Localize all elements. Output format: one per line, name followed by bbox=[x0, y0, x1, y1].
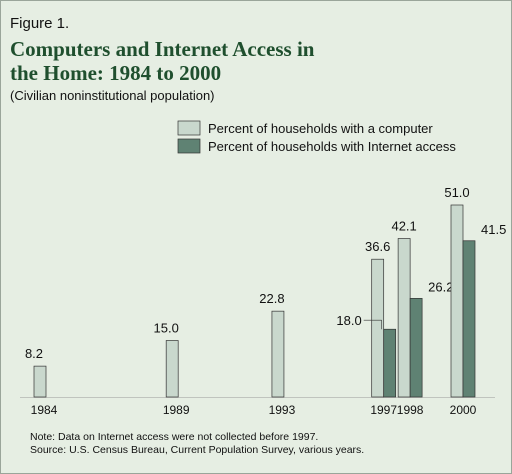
x-tick-label: 1984 bbox=[31, 403, 58, 417]
x-tick-label: 1989 bbox=[163, 403, 190, 417]
legend-swatch bbox=[177, 138, 201, 154]
data-label: 15.0 bbox=[154, 321, 179, 336]
bar bbox=[165, 340, 179, 398]
data-label: 26.2 bbox=[428, 279, 453, 294]
chart-title: Computers and Internet Access in bbox=[10, 37, 315, 61]
chart-title: the Home: 1984 to 2000 bbox=[10, 61, 221, 85]
x-tick-label: 1997 bbox=[370, 403, 397, 417]
bar bbox=[33, 365, 47, 398]
legend-label: Percent of households with Internet acce… bbox=[208, 139, 456, 154]
bar bbox=[383, 328, 397, 398]
legend-label: Percent of households with a computer bbox=[208, 121, 433, 136]
data-label: 8.2 bbox=[25, 346, 43, 361]
bar bbox=[462, 240, 476, 398]
note: Note: Data on Internet access were not c… bbox=[30, 431, 318, 443]
bar bbox=[409, 298, 423, 398]
data-label: 41.5 bbox=[481, 222, 506, 237]
bar bbox=[271, 310, 285, 398]
note: Source: U.S. Census Bureau, Current Popu… bbox=[30, 444, 364, 456]
data-label: 42.1 bbox=[391, 219, 416, 234]
data-label: 18.0 bbox=[336, 313, 361, 328]
x-tick-label: 1998 bbox=[397, 403, 424, 417]
figure-label: Figure 1. bbox=[10, 15, 69, 32]
x-tick-label: 1993 bbox=[269, 403, 296, 417]
x-tick-label: 2000 bbox=[450, 403, 477, 417]
bar bbox=[397, 238, 411, 398]
legend-swatch bbox=[177, 120, 201, 136]
subtitle: (Civilian noninstitutional population) bbox=[10, 88, 215, 103]
bar bbox=[450, 204, 464, 398]
data-label: 22.8 bbox=[259, 291, 284, 306]
data-label: 36.6 bbox=[365, 239, 390, 254]
bar bbox=[371, 258, 385, 398]
data-label: 51.0 bbox=[444, 185, 469, 200]
